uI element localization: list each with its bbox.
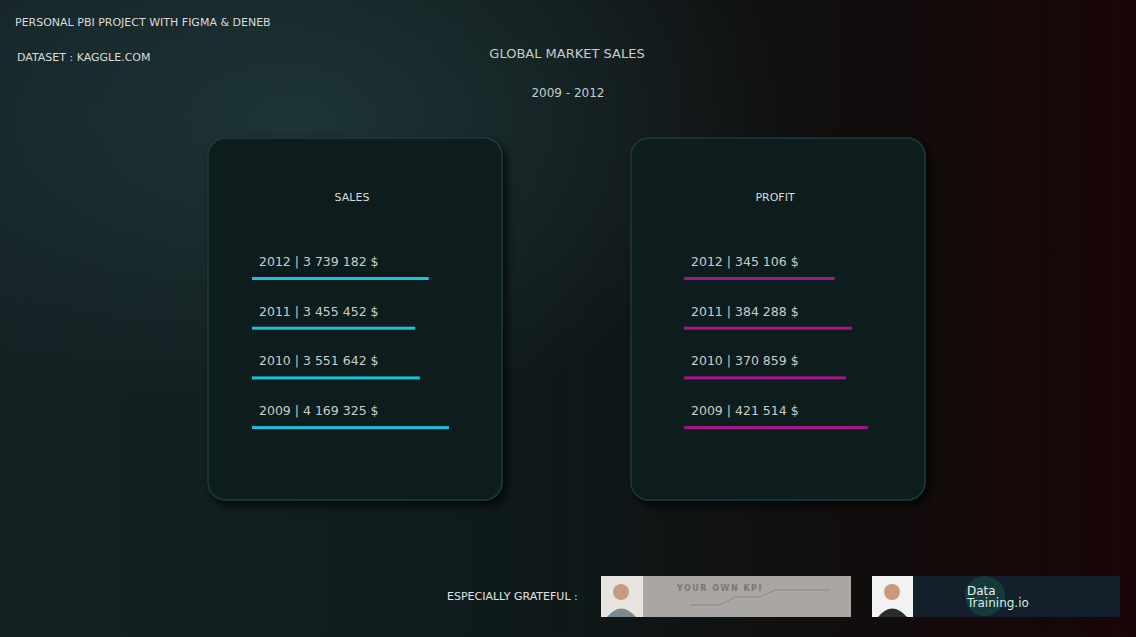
banner-text: YOUR OWN KPI: [676, 584, 763, 593]
banner-bg: [601, 576, 851, 617]
page: PERSONAL PBI PROJECT WITH FIGMA & DENEB D…: [0, 0, 1136, 637]
chart-0: SALES 2012 | 3 739 182 $ 2011 | 3 455 452 …: [208, 138, 502, 500]
bar: [684, 426, 868, 429]
data-label: 2011 | 3 455 452 $: [259, 304, 379, 319]
bars: [252, 277, 449, 429]
header-title: PERSONAL PBI PROJECT WITH FIGMA & DENEB: [15, 16, 271, 29]
data-label: 2009 | 421 514 $: [691, 403, 799, 418]
main-title: GLOBAL MARKET SALES: [489, 46, 644, 61]
bar: [252, 376, 420, 379]
labels: 2012 | 345 106 $ 2011 | 384 288 $ 2010 | 3…: [691, 254, 799, 418]
banner-bg: [872, 576, 1120, 617]
bar: [684, 327, 852, 330]
bar: [252, 277, 429, 280]
data-label: 2012 | 3 739 182 $: [259, 254, 379, 269]
chart-title: PROFIT: [755, 191, 795, 204]
avatar-face: [613, 584, 629, 600]
subtitle: 2009 - 2012: [531, 86, 604, 100]
banner-text: Training.io: [966, 596, 1029, 610]
banner-kpi: YOUR OWN KPI: [601, 576, 851, 617]
footer-label: ESPECIALLY GRATEFUL :: [447, 590, 578, 603]
avatar-bg: [872, 576, 913, 617]
avatar-bg: [601, 576, 643, 617]
labels: 2012 | 3 739 182 $ 2011 | 3 455 452 $ 2010…: [259, 254, 379, 418]
avatar-body: [607, 609, 636, 618]
dataset: DATASET : KAGGLE.COM: [17, 51, 151, 64]
data-label: 2012 | 345 106 $: [691, 254, 799, 269]
avatar-body: [878, 609, 907, 618]
data-label: 2010 | 3 551 642 $: [259, 353, 379, 368]
card: [631, 138, 925, 500]
avatar-face: [884, 584, 900, 600]
bar: [252, 327, 415, 330]
data-label: 2010 | 370 859 $: [691, 353, 799, 368]
bar: [684, 376, 846, 379]
bar: [252, 426, 449, 429]
data-label: 2011 | 384 288 $: [691, 304, 799, 319]
bar: [684, 277, 835, 280]
card: [208, 138, 502, 500]
chart-title: SALES: [335, 191, 370, 204]
data-label: 2009 | 4 169 325 $: [259, 403, 379, 418]
banner-datatraining: DataTraining.io: [872, 576, 1120, 617]
chart-1: PROFIT2012 | 345 106 $2011 | 384 288 $20…: [631, 138, 925, 500]
bars: [684, 277, 868, 429]
